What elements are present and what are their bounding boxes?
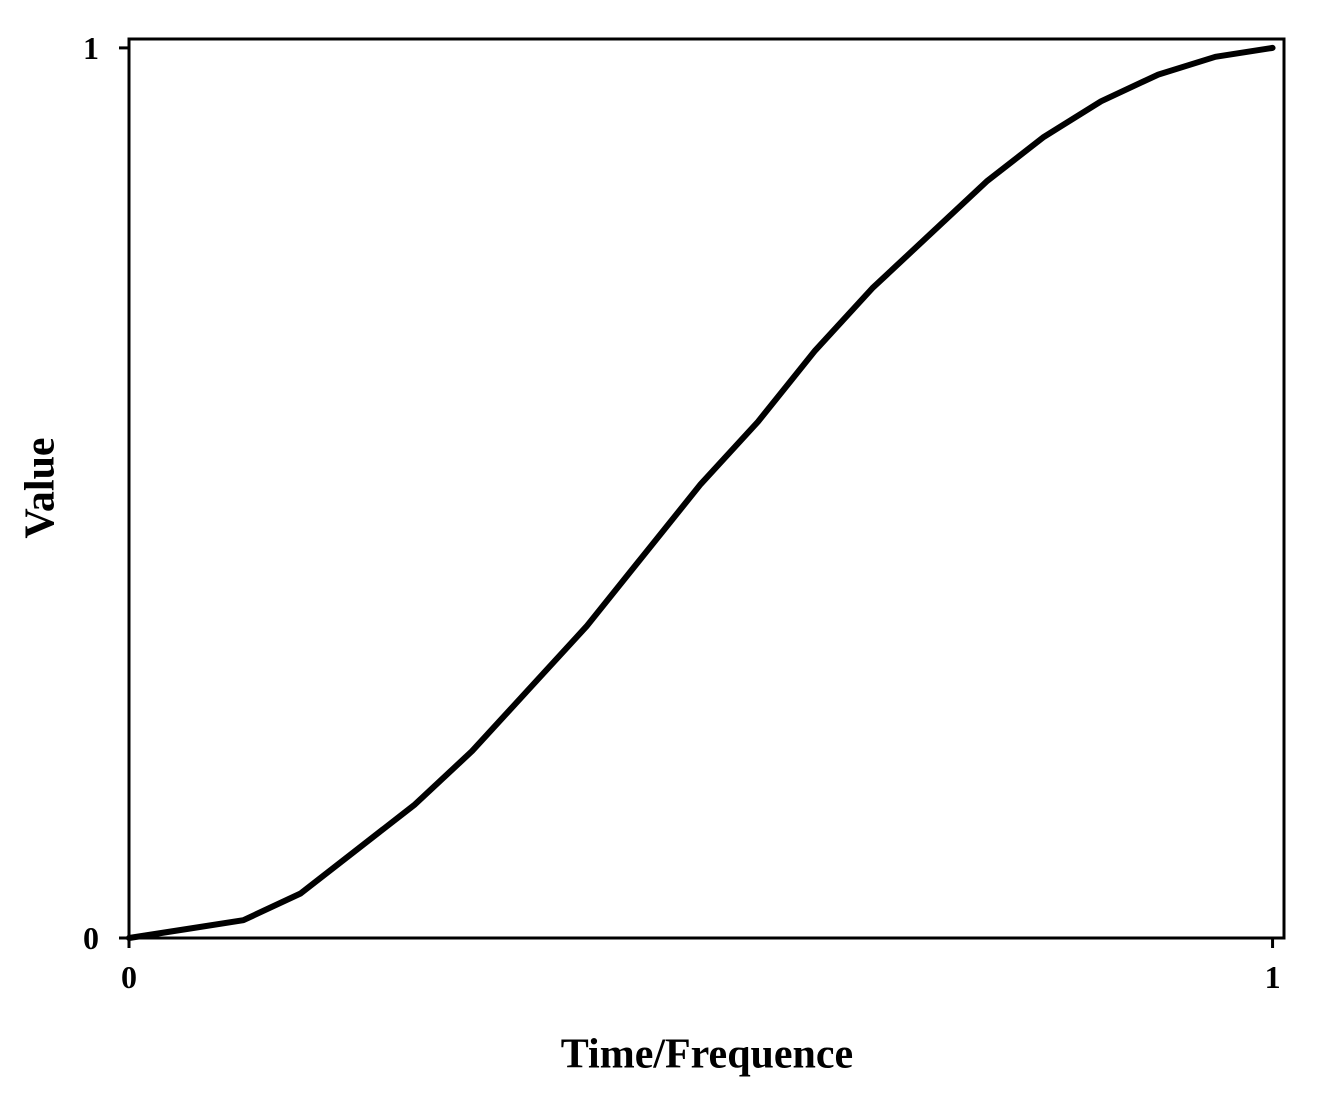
x-tick-label: 1 (1265, 959, 1281, 995)
x-axis-label: Time/Frequence (561, 1032, 853, 1078)
y-axis-label: Value (18, 437, 64, 538)
data-line (126, 44, 1276, 941)
y-tick-label: 0 (83, 920, 99, 956)
plot-frame (127, 37, 1286, 940)
x-tick-label: 0 (121, 959, 137, 995)
y-tick-label: 1 (83, 30, 99, 66)
